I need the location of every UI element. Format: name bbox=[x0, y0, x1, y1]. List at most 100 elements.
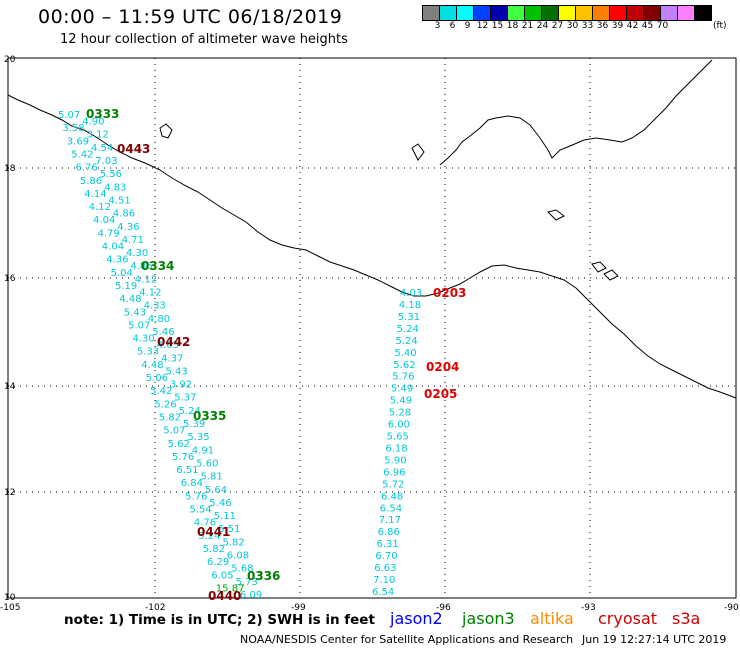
wave-height-value: 5.24 bbox=[198, 531, 220, 542]
wave-height-value: 5.37 bbox=[174, 393, 196, 404]
graticule bbox=[8, 58, 736, 598]
wave-height-value: 4.37 bbox=[161, 353, 183, 364]
wave-height-value: 5.86 bbox=[80, 176, 102, 187]
wave-height-value: 4.36 bbox=[117, 222, 139, 233]
wave-height-value: 5.60 bbox=[196, 459, 218, 470]
wave-height-value: 5.07 bbox=[58, 110, 80, 121]
wave-height-value: 5.76 bbox=[392, 372, 414, 383]
footer-timestamp: Jun 19 12:27:14 UTC 2019 bbox=[582, 633, 727, 646]
color-scale-label: 18 bbox=[506, 21, 519, 31]
wave-height-value: 15.87 bbox=[216, 583, 245, 594]
wave-height-value: 4.71 bbox=[122, 235, 144, 246]
wave-height-value: 4.90 bbox=[82, 117, 104, 128]
wave-height-value: 5.81 bbox=[201, 472, 223, 483]
wave-height-value: 5.11 bbox=[214, 511, 236, 522]
wave-height-value: 6.54 bbox=[372, 587, 394, 598]
wave-height-value: 5.64 bbox=[205, 485, 227, 496]
wave-height-value: 5.68 bbox=[231, 564, 253, 575]
wave-height-value: 6.31 bbox=[377, 539, 399, 550]
lat-label: 16 bbox=[4, 274, 16, 284]
coastline bbox=[7, 94, 737, 399]
legend-s3a: s3a bbox=[672, 609, 701, 628]
pass-label: 0441 bbox=[197, 525, 230, 539]
pass-label: 0335 bbox=[193, 409, 226, 423]
wave-height-value: 6.48 bbox=[381, 491, 403, 502]
footer-note: note: 1) Time is in UTC; 2) SWH is in fe… bbox=[64, 612, 375, 628]
wave-height-value: 4.76 bbox=[194, 518, 216, 529]
pass-label: 0336 bbox=[247, 569, 280, 583]
wave-height-value: 5.04 bbox=[111, 268, 133, 279]
wave-height-value: 6.76 bbox=[76, 163, 98, 174]
wave-height-value: 4.18 bbox=[399, 300, 421, 311]
wave-height-value: 4.86 bbox=[113, 209, 135, 220]
wave-height-value: 4.04 bbox=[102, 242, 124, 253]
wave-height-value: 4.65 bbox=[157, 340, 179, 351]
wave-height-value: 5.24 bbox=[397, 324, 419, 335]
wave-height-value: 5.76 bbox=[172, 452, 194, 463]
wave-height-value: 5.43 bbox=[124, 307, 146, 318]
wave-height-value: 5.24 bbox=[179, 406, 201, 417]
color-scale-label: 3 bbox=[434, 21, 441, 31]
gulf-coastline bbox=[439, 59, 713, 166]
wave-height-value: 5.73 bbox=[236, 577, 258, 588]
wave-height-value: 4.91 bbox=[192, 445, 214, 456]
wave-height-value: 4.83 bbox=[104, 182, 126, 193]
color-scale-label: 42 bbox=[626, 21, 639, 31]
wave-height-value: 5.31 bbox=[398, 312, 420, 323]
wave-height-value: 6.70 bbox=[375, 551, 397, 562]
wave-height-value: 5.49 bbox=[390, 396, 412, 407]
wave-height-value: 4.33 bbox=[144, 301, 166, 312]
wave-height-value: 3.69 bbox=[67, 136, 89, 147]
wave-height-value: 5.56 bbox=[100, 169, 122, 180]
wave-height-value: 5.82 bbox=[159, 413, 181, 424]
pass-label: 0204 bbox=[426, 360, 459, 374]
wave-height-value: 3.58 bbox=[62, 123, 84, 134]
color-scale-label: 70 bbox=[656, 21, 669, 31]
wave-height-value: 5.76 bbox=[185, 491, 207, 502]
wave-height-value: 4.04 bbox=[93, 215, 115, 226]
wave-height-value: 5.62 bbox=[393, 360, 415, 371]
wave-height-value: 4.03 bbox=[400, 288, 422, 299]
wave-height-value: 4.12 bbox=[135, 274, 157, 285]
wave-height-value: 5.46 bbox=[152, 327, 174, 338]
wave-height-value: 5.54 bbox=[190, 505, 212, 516]
color-scale-label: 24 bbox=[536, 21, 549, 31]
wave-height-value: 6.05 bbox=[211, 570, 233, 581]
wave-height-value: 4.48 bbox=[119, 294, 141, 305]
wave-height-value: 5.40 bbox=[394, 348, 416, 359]
color-scale-label: 36 bbox=[596, 21, 609, 31]
wave-height-value: 5.62 bbox=[168, 439, 190, 450]
lon-label: -99 bbox=[291, 603, 306, 613]
pass-label: 0440 bbox=[208, 589, 241, 603]
island bbox=[603, 269, 619, 281]
wave-height-value: 5.39 bbox=[183, 419, 205, 430]
legend-jason2: jason2 bbox=[390, 609, 443, 628]
wave-height-value: 4.36 bbox=[106, 255, 128, 266]
color-scale-labels: 3 6 9 12 15 18 21 24 27 30 33 36 39 42 45 70 bbox=[422, 21, 670, 31]
page-subtitle: 12 hour collection of altimeter wave hei… bbox=[60, 32, 348, 47]
wave-height-value: 5.28 bbox=[389, 408, 411, 419]
wave-height-value: 4.30 bbox=[133, 334, 155, 345]
wave-height-value: 4.12 bbox=[89, 202, 111, 213]
wave-height-value: 5.65 bbox=[387, 432, 409, 443]
wave-height-value: 7.03 bbox=[95, 156, 117, 167]
color-scale-label: 27 bbox=[551, 21, 564, 31]
lon-label: -93 bbox=[581, 603, 596, 613]
color-scale-label: 15 bbox=[491, 21, 504, 31]
color-swatch bbox=[694, 5, 712, 21]
pass-label: 0443 bbox=[117, 142, 150, 156]
color-scale bbox=[422, 5, 712, 21]
footer-credit: NOAA/NESDIS Center for Satellite Applica… bbox=[240, 633, 574, 646]
wave-height-value: 6.63 bbox=[374, 563, 396, 574]
wave-height-value: 7.17 bbox=[379, 515, 401, 526]
lat-label: 14 bbox=[4, 382, 16, 392]
lon-label: -102 bbox=[145, 603, 165, 613]
wave-height-value: 5.33 bbox=[137, 347, 159, 358]
color-scale-label: 6 bbox=[449, 21, 456, 31]
lon-label: -96 bbox=[436, 603, 451, 613]
wave-height-value: 5.35 bbox=[187, 432, 209, 443]
wave-height-value: 5.19 bbox=[115, 281, 137, 292]
lat-label: 10 bbox=[4, 593, 16, 603]
wave-height-value: 5.06 bbox=[146, 373, 168, 384]
lat-label: 20 bbox=[4, 55, 16, 65]
